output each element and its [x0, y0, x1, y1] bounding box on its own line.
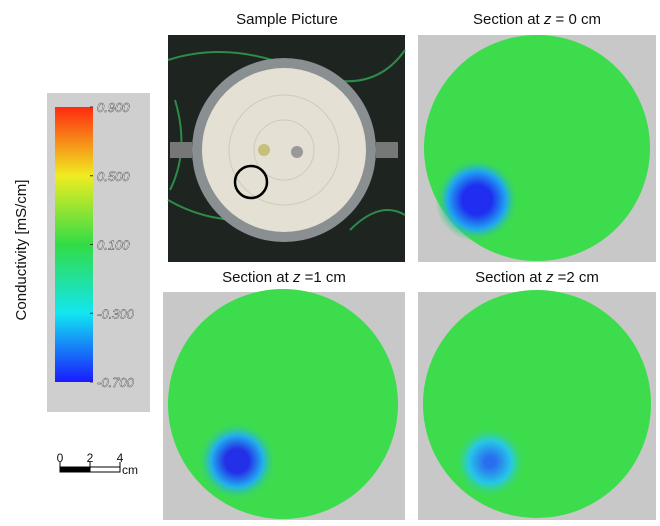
scale-unit: cm: [122, 463, 138, 477]
panel-title: Section at z =1 cm: [222, 269, 346, 286]
colorbar: [55, 107, 93, 382]
scale-segment: [60, 467, 90, 472]
sample-photo: [168, 35, 405, 262]
colorbar-label: Conductivity [mS/cm]: [13, 180, 30, 321]
panel-title: Section at z =2 cm: [475, 269, 599, 286]
section-map: [418, 35, 656, 262]
panel-title: Sample Picture: [236, 11, 338, 28]
scale-tick-label: 0: [57, 451, 64, 465]
colorbar-tick-label: -0.300: [97, 306, 135, 321]
section-map: [163, 289, 405, 520]
figure: 0.900 0.500 0.100 -0.300 -0.700 Conductivity…: [0, 0, 660, 521]
section-map: [418, 290, 656, 520]
colorbar-tick-label: 0.900: [97, 100, 130, 115]
scale-segment: [90, 467, 120, 472]
colorbar-tick-label: 0.500: [97, 169, 130, 184]
panel-title: Section at z = 0 cm: [473, 11, 601, 28]
scale-tick-label: 2: [87, 451, 94, 465]
colorbar-tick-label: 0.100: [97, 238, 130, 253]
colorbar-tick-label: -0.700: [97, 375, 135, 390]
